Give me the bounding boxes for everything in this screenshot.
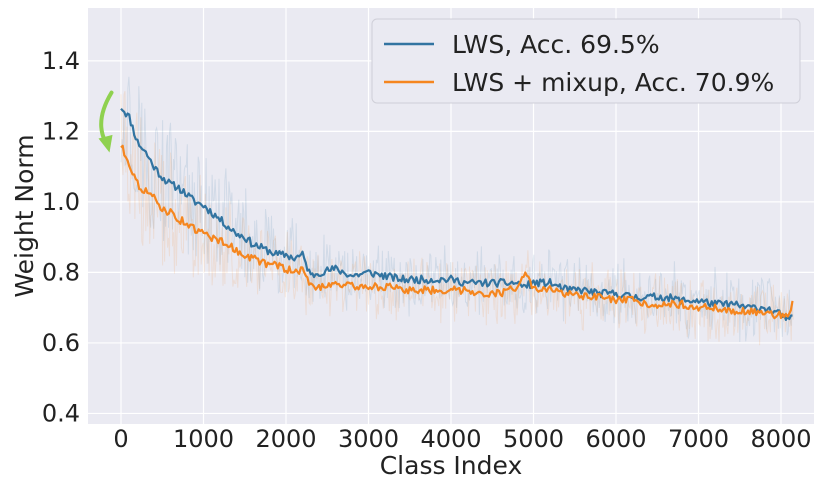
y-tick-label: 1.4 bbox=[42, 47, 80, 75]
x-tick-label: 6000 bbox=[585, 425, 646, 453]
legend-label-series-1: LWS, Acc. 69.5% bbox=[452, 30, 660, 59]
x-tick-label: 8000 bbox=[750, 425, 811, 453]
y-tick-label: 1.0 bbox=[42, 188, 80, 216]
legend-box bbox=[371, 18, 801, 104]
line-series-2 bbox=[120, 144, 794, 320]
y-tick-label: 0.6 bbox=[42, 329, 80, 357]
y-tick-label: 0.8 bbox=[42, 258, 80, 286]
y-tick-label: 0.4 bbox=[42, 399, 80, 427]
noise-band-series-2 bbox=[120, 90, 794, 346]
x-tick-label: 5000 bbox=[503, 425, 564, 453]
legend: LWS, Acc. 69.5% LWS + mixup, Acc. 70.9% bbox=[371, 18, 801, 104]
x-tick-label: 2000 bbox=[255, 425, 316, 453]
y-axis-label: Weight Norm bbox=[10, 134, 39, 297]
x-axis-label: Class Index bbox=[380, 451, 523, 479]
legend-label-series-2: LWS + mixup, Acc. 70.9% bbox=[452, 68, 774, 97]
x-tick-label: 1000 bbox=[173, 425, 234, 453]
x-tick-label: 3000 bbox=[338, 425, 399, 453]
x-tick-label: 7000 bbox=[668, 425, 729, 453]
noise-band-series-1 bbox=[120, 76, 794, 343]
y-tick-label: 1.2 bbox=[42, 117, 80, 145]
x-tick-label: 4000 bbox=[420, 425, 481, 453]
annotation-arrow-head bbox=[98, 134, 113, 153]
x-tick-label: 0 bbox=[113, 425, 128, 453]
